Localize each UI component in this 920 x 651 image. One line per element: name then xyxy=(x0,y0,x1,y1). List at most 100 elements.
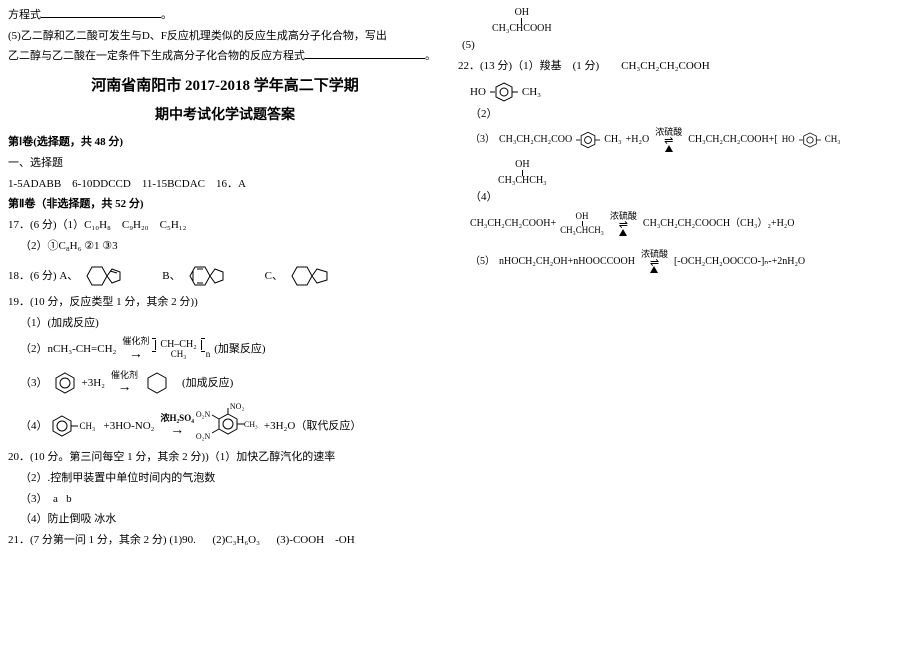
q19-3-row: （3） +3H₂ 催化剂 → (加成反应) xyxy=(20,370,442,396)
text: CH₃CHCOOH xyxy=(492,24,552,34)
equilibrium-arrow-icon: 浓硫酸 ⇌ xyxy=(610,212,637,235)
catalyst-label: 浓H₂SO₄ xyxy=(160,414,193,424)
q20-4: （4）防止倒吸 冰水 xyxy=(20,510,442,529)
q22-4-label: （4） xyxy=(470,188,912,207)
arrow-icon: 浓H₂SO₄ → xyxy=(160,414,193,439)
label: O₂N xyxy=(196,430,210,444)
text: CH–CH₂ xyxy=(160,339,196,350)
text: CH₃ xyxy=(825,132,841,147)
q18-b: B、 xyxy=(162,267,180,286)
q19-3-post: (加成反应) xyxy=(182,374,233,393)
text: CH₃ xyxy=(171,350,187,359)
blank xyxy=(41,7,161,18)
q19-4-post: +3H₂O（取代反应） xyxy=(264,417,361,436)
text: OH xyxy=(576,212,589,221)
benzene-icon xyxy=(52,370,78,396)
text: 方程式 xyxy=(8,9,41,21)
q19-heading: 19．(10 分，反应类型 1 分，其余 2 分)) xyxy=(8,293,442,312)
isopropanol-structure: OH CH₃CHCH₃ xyxy=(560,212,604,235)
title-main: 河南省南阳市 2017-2018 学年高二下学期 xyxy=(8,74,442,100)
q19-2-pre: （2）nCH₃-CH=CH₂ xyxy=(20,340,116,359)
benzene-ring-icon xyxy=(576,130,600,150)
label: NO₂ xyxy=(230,400,244,414)
q19-4-pre: （4） xyxy=(20,417,48,436)
q19-2-row: （2）nCH₃-CH=CH₂ 催化剂 → CH–CH₂ CH₃ n (加聚反应) xyxy=(20,337,442,362)
arrow-icon: 催化剂 → xyxy=(122,337,149,362)
q20-2: （2）.控制甲装置中单位时间内的气泡数 xyxy=(20,469,442,488)
q22-4-struct: OH CH₃CHCH₃ xyxy=(498,160,912,186)
q17-line2: （2）①C₈H₆ ②1 ③3 xyxy=(20,237,442,256)
label: O₂N xyxy=(196,408,210,422)
text: CH₃CH₂CH₂COO xyxy=(499,131,572,148)
section-1-heading: 第Ⅰ卷(选择题，共 48 分) xyxy=(8,133,442,152)
text: nHOCH₂CH₂OH+nHOOCCOOH xyxy=(499,253,635,270)
toluene-icon xyxy=(52,413,82,439)
hydroxyl-structure: OH CH₃CHCOOH xyxy=(492,8,552,34)
equilibrium-arrow-icon: 浓硫酸 ⇌ xyxy=(655,128,682,151)
q17-line1: 17．(6 分)（1）C₁₀H₈ C₉H₂₀ C₅H₁₂ xyxy=(8,216,442,235)
label: （3） xyxy=(470,131,495,148)
q19-1: （1）(加成反应) xyxy=(20,314,442,333)
polymer-structure: CH–CH₂ CH₃ xyxy=(155,340,201,359)
text: CH₃CH₂CH₂COOCH（CH₃）₂+H₂O xyxy=(643,215,795,232)
q22-4b-row: CH₃CH₂CH₂COOH+ OH CH₃CHCH₃ 浓硫酸 ⇌ CH₃CH₂C… xyxy=(470,212,912,235)
label: CH₃ xyxy=(244,418,258,432)
text: HO xyxy=(470,83,486,102)
label: （5） xyxy=(470,253,495,270)
right-column: OH CH₃CHCOOH (5) 22．(13 分)（1）羧基 (1 分) CH… xyxy=(450,0,920,651)
heat-triangle-icon xyxy=(619,229,627,236)
q19-3-mid: +3H₂ xyxy=(82,374,105,393)
text: CH₃CHCH₃ xyxy=(498,176,547,186)
q18-prefix: 18．(6 分) A、 xyxy=(8,267,78,286)
text: 乙二醇与乙二酸在一定条件下生成高分子化合物的反应方程式 xyxy=(8,50,305,62)
blank xyxy=(305,48,425,59)
answers-row: 1-5ADABB 6-10DDCCD 11-15BCDAC 16．A xyxy=(8,175,442,194)
r5-row: OH CH₃CHCOOH xyxy=(458,8,912,34)
q19-2-post: (加聚反应) xyxy=(214,340,265,359)
q19-4-row: （4） CH₃ +3HO-NO₂ 浓H₂SO₄ → CH₃ NO xyxy=(20,406,442,446)
q19-3-pre: （3） xyxy=(20,374,48,393)
q22-2-label: （2） xyxy=(470,105,912,124)
text: CH₃ xyxy=(604,131,621,148)
title-sub: 期中考试化学试题答案 xyxy=(8,104,442,128)
q22-3-row: （3） CH₃CH₂CH₂COO CH₃ +H₂O 浓硫酸 ⇌ CH₃CH₂CH… xyxy=(470,128,912,151)
arrow-icon: 催化剂 → xyxy=(111,371,138,396)
text: [-OCH₂CH₂OOCCO-]ₙ-+2nH₂O xyxy=(674,253,805,270)
q22-5-row: （5） nHOCH₂CH₂OH+nHOOCCOOH 浓硫酸 ⇌ [-OCH₂CH… xyxy=(470,250,912,273)
q18-row: 18．(6 分) A、 B、 C、 xyxy=(8,261,442,291)
intro-line-2: (5)乙二醇和乙二酸可发生与D、F反应机理类似的反应生成高分子化合物，写出 xyxy=(8,27,442,46)
intro-line-3: 乙二醇与乙二酸在一定条件下生成高分子化合物的反应方程式。 xyxy=(8,47,442,66)
text: CH₃CHCH₃ xyxy=(560,226,604,235)
r5-label: (5) xyxy=(462,36,912,55)
subscript-n: n xyxy=(206,347,211,362)
q22-2-row: HO CH₃ xyxy=(470,81,912,103)
catalyst-label: 催化剂 xyxy=(111,371,138,381)
text: +H₂O xyxy=(626,131,650,148)
structure-b-icon xyxy=(185,261,227,291)
q20-3: （3） a b xyxy=(20,490,442,509)
q21: 21．(7 分第一问 1 分，其余 2 分) (1)90. (2)C₃H₆O₃ … xyxy=(8,531,442,550)
benzene-ring-icon xyxy=(799,131,821,149)
section-2-heading: 第Ⅱ卷（非选择题，共 52 分) xyxy=(8,195,442,214)
intro-line-1: 方程式 。 xyxy=(8,6,442,25)
text: CH₃CH₂CH₂COOH+ xyxy=(470,215,556,232)
text: HO xyxy=(782,132,795,147)
heat-triangle-icon xyxy=(665,145,673,152)
heat-triangle-icon xyxy=(650,266,658,273)
structure-a-icon xyxy=(82,261,124,291)
q20-heading: 20．(10 分。第三问每空 1 分，其余 2 分))（1）加快乙醇汽化的速率 xyxy=(8,448,442,467)
section-1-sub: 一、选择题 xyxy=(8,154,442,173)
q18-c: C、 xyxy=(265,267,283,286)
structure-c-icon xyxy=(287,261,333,291)
benzene-ring-icon xyxy=(490,81,518,103)
equilibrium-arrow-icon: 浓硫酸 ⇌ xyxy=(641,250,668,273)
text: OH xyxy=(515,8,529,18)
catalyst-label: 催化剂 xyxy=(122,337,149,347)
isopropanol-structure: OH CH₃CHCH₃ xyxy=(498,160,547,186)
label: CH₃ xyxy=(80,419,96,434)
text: OH xyxy=(515,160,529,170)
text: CH₃ xyxy=(522,83,541,102)
left-column: 方程式 。 (5)乙二醇和乙二酸可发生与D、F反应机理类似的反应生成高分子化合物，… xyxy=(0,0,450,651)
text: 。 xyxy=(161,9,172,21)
cyclohexane-icon xyxy=(144,370,170,396)
